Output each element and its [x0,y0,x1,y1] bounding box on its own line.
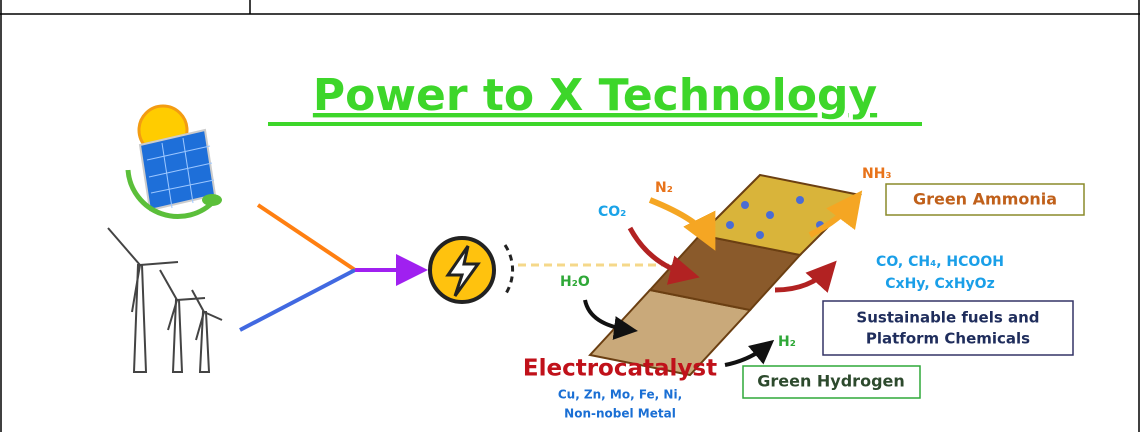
title: Power to X Technology [313,70,877,121]
hydrogen-label: Green Hydrogen [757,372,905,391]
nh3-arrow [808,190,863,238]
catalyst-label: Electrocatalyst [523,356,717,382]
co2-arrow [627,226,700,285]
nh3-label: NH₃ [862,166,892,182]
fuels-box [822,300,1074,356]
h2-label: H₂ [778,334,796,350]
hydrogen-box [742,365,921,399]
carbon-products: CO, CH₄, HCOOH [876,254,1004,270]
h2-arrow [724,339,775,367]
n2-label: N₂ [655,180,673,196]
solar-line [256,203,357,272]
h2o-arrow [583,299,638,340]
co2-label: CO₂ [598,204,626,220]
catalyst-metals: Cu, Zn, Mo, Fe, Ni, [558,388,682,402]
carbon-products: CxHy, CxHyOz [885,276,994,292]
carbon-arrow [774,260,837,293]
catalyst-plate [588,173,863,377]
ammonia-box [885,183,1085,216]
ammonia-label: Green Ammonia [913,190,1057,209]
n2-arrow [648,197,716,251]
h2o-label: H₂O [560,274,590,290]
electricity-icon [428,236,515,304]
wind-line [239,268,356,332]
catalyst-metals: Non-nobel Metal [564,407,676,421]
solar-panel-icon [125,104,222,219]
fuels-label: Sustainable fuels and [856,309,1039,327]
wind-turbine-icon [107,227,223,373]
fuels-label: Platform Chemicals [866,330,1030,348]
